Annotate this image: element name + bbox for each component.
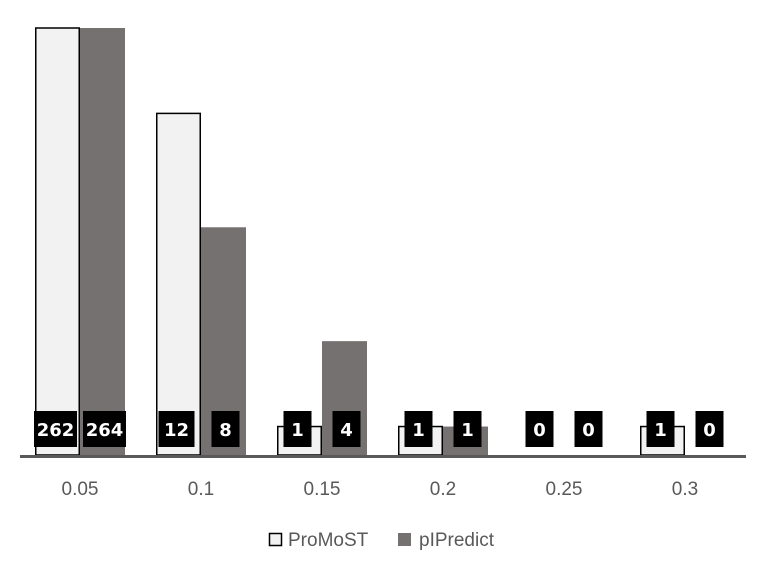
data-label-pipredict-0-3: 0 xyxy=(695,411,724,447)
x-tick-label-0-1: 0.1 xyxy=(188,479,214,500)
data-label-promost-0-1: 12 xyxy=(158,411,195,447)
x-tick-label-0-3: 0.3 xyxy=(672,479,698,500)
legend-label-pipredict: pIPredict xyxy=(419,530,495,551)
svg-text:1: 1 xyxy=(654,420,667,441)
svg-text:0: 0 xyxy=(582,420,595,441)
bar-pipredict-0-05 xyxy=(80,28,125,455)
data-label-pipredict-0-05: 264 xyxy=(83,411,126,447)
legend-swatch-promost xyxy=(268,532,283,547)
data-label-pipredict-0-25: 0 xyxy=(574,411,603,447)
x-tick-label-0-2: 0.2 xyxy=(430,479,456,500)
svg-text:12: 12 xyxy=(164,420,189,441)
data-label-promost-0-05: 262 xyxy=(34,411,77,447)
svg-text:264: 264 xyxy=(86,420,124,441)
legend: ProMoST pIPredict xyxy=(268,530,495,551)
x-tick-labels: 0.05 0.1 0.15 0.2 0.25 0.3 xyxy=(62,479,699,500)
x-tick-label-0-25: 0.25 xyxy=(546,479,583,500)
data-label-pipredict-0-1: 8 xyxy=(211,411,240,447)
data-label-pipredict-0-15: 4 xyxy=(332,411,361,447)
svg-text:1: 1 xyxy=(412,420,425,441)
svg-text:0: 0 xyxy=(533,420,546,441)
svg-text:1: 1 xyxy=(291,420,304,441)
svg-text:8: 8 xyxy=(219,420,232,441)
data-label-promost-0-15: 1 xyxy=(283,411,312,447)
data-label-pipredict-0-2: 1 xyxy=(453,411,482,447)
data-labels-layer: 262 264 12 8 1 4 1 1 0 0 1 0 xyxy=(34,411,724,447)
bar-promost-0-1 xyxy=(156,112,201,456)
bar-promost-0-05 xyxy=(35,27,80,456)
svg-text:262: 262 xyxy=(37,420,75,441)
svg-text:0: 0 xyxy=(703,420,716,441)
legend-label-promost: ProMoST xyxy=(288,530,369,551)
legend-swatch-pipredict xyxy=(398,533,411,546)
bars-layer xyxy=(35,27,685,456)
x-tick-label-0-05: 0.05 xyxy=(62,479,99,500)
data-label-promost-0-25: 0 xyxy=(525,411,554,447)
data-label-promost-0-3: 1 xyxy=(646,411,675,447)
x-tick-label-0-15: 0.15 xyxy=(304,479,341,500)
svg-text:4: 4 xyxy=(340,420,353,441)
data-label-promost-0-2: 1 xyxy=(404,411,433,447)
svg-text:1: 1 xyxy=(461,420,474,441)
